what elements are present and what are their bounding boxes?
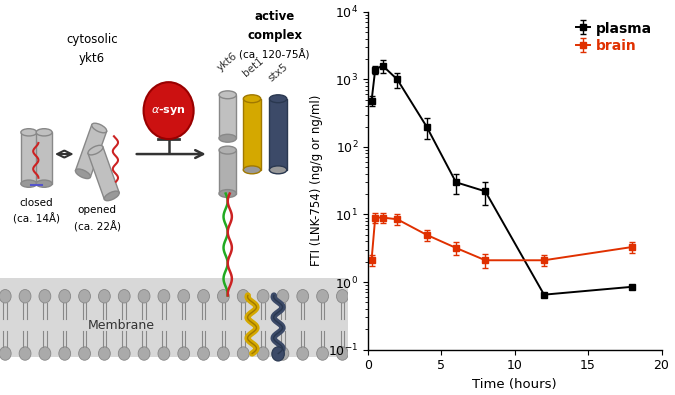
Text: closed: closed bbox=[20, 198, 53, 207]
Ellipse shape bbox=[219, 134, 236, 142]
Text: opened: opened bbox=[78, 205, 117, 215]
Circle shape bbox=[158, 290, 170, 303]
Circle shape bbox=[59, 290, 71, 303]
Text: cytosolic: cytosolic bbox=[66, 33, 118, 46]
Text: active: active bbox=[254, 10, 295, 23]
Circle shape bbox=[99, 290, 110, 303]
Ellipse shape bbox=[269, 95, 287, 103]
Circle shape bbox=[297, 290, 308, 303]
Circle shape bbox=[337, 290, 348, 303]
Circle shape bbox=[272, 347, 284, 361]
Ellipse shape bbox=[104, 191, 119, 201]
Bar bbox=[76, 124, 107, 177]
Text: $\alpha$-syn: $\alpha$-syn bbox=[151, 105, 186, 117]
Circle shape bbox=[257, 290, 269, 303]
Ellipse shape bbox=[21, 180, 37, 187]
Circle shape bbox=[277, 290, 289, 303]
Ellipse shape bbox=[219, 190, 236, 198]
Circle shape bbox=[297, 347, 308, 360]
Circle shape bbox=[39, 290, 51, 303]
Bar bbox=[244, 99, 261, 170]
Circle shape bbox=[0, 347, 11, 360]
Ellipse shape bbox=[219, 146, 236, 154]
Ellipse shape bbox=[36, 129, 52, 136]
Ellipse shape bbox=[219, 91, 236, 99]
Ellipse shape bbox=[88, 145, 103, 155]
Ellipse shape bbox=[243, 166, 261, 174]
Circle shape bbox=[198, 347, 209, 360]
Circle shape bbox=[144, 82, 194, 139]
Circle shape bbox=[158, 347, 170, 360]
Bar bbox=[88, 147, 119, 199]
Bar bbox=[219, 150, 236, 194]
Circle shape bbox=[238, 290, 249, 303]
Y-axis label: FTI (LNK-754) (ng/g or ng/ml): FTI (LNK-754) (ng/g or ng/ml) bbox=[310, 95, 323, 266]
Circle shape bbox=[19, 290, 31, 303]
Text: Membrane: Membrane bbox=[88, 320, 155, 332]
Circle shape bbox=[277, 347, 289, 360]
Ellipse shape bbox=[269, 166, 287, 174]
Text: stx5: stx5 bbox=[267, 62, 290, 84]
Bar bbox=[36, 132, 52, 184]
Circle shape bbox=[118, 290, 130, 303]
Circle shape bbox=[217, 347, 230, 360]
Bar bbox=[219, 95, 236, 138]
Circle shape bbox=[99, 347, 110, 360]
Circle shape bbox=[59, 347, 71, 360]
Legend: plasma, brain: plasma, brain bbox=[574, 19, 655, 56]
Circle shape bbox=[79, 347, 90, 360]
Circle shape bbox=[178, 290, 190, 303]
Ellipse shape bbox=[243, 95, 261, 103]
Text: (ca. 22Å): (ca. 22Å) bbox=[74, 221, 121, 233]
Text: (ca. 120-75Å): (ca. 120-75Å) bbox=[240, 49, 310, 60]
Circle shape bbox=[79, 290, 90, 303]
Text: ykt6: ykt6 bbox=[79, 52, 105, 65]
Text: ykt6: ykt6 bbox=[216, 51, 240, 73]
Circle shape bbox=[178, 347, 190, 360]
Bar bbox=[21, 132, 37, 184]
Text: (ca. 14Å): (ca. 14Å) bbox=[13, 213, 60, 225]
Circle shape bbox=[39, 347, 51, 360]
Circle shape bbox=[138, 290, 150, 303]
Circle shape bbox=[198, 290, 209, 303]
Bar bbox=[269, 99, 287, 170]
Ellipse shape bbox=[21, 129, 37, 136]
Text: complex: complex bbox=[247, 30, 302, 43]
Circle shape bbox=[138, 347, 150, 360]
Circle shape bbox=[118, 347, 130, 360]
Circle shape bbox=[238, 347, 249, 360]
Text: bet1: bet1 bbox=[241, 56, 265, 79]
Ellipse shape bbox=[92, 123, 107, 133]
Circle shape bbox=[217, 290, 230, 303]
Circle shape bbox=[337, 347, 348, 360]
Ellipse shape bbox=[76, 169, 90, 179]
Circle shape bbox=[257, 347, 269, 360]
Ellipse shape bbox=[36, 180, 52, 187]
Circle shape bbox=[317, 290, 329, 303]
X-axis label: Time (hours): Time (hours) bbox=[472, 378, 557, 391]
Circle shape bbox=[0, 290, 11, 303]
Bar bbox=[0, 278, 348, 357]
Circle shape bbox=[317, 347, 329, 360]
Circle shape bbox=[19, 347, 31, 360]
